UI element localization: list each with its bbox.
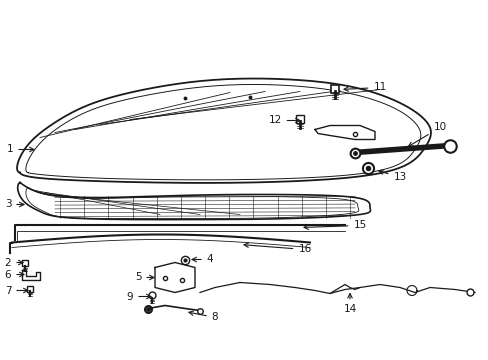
Text: 14: 14	[343, 293, 356, 315]
Text: 7: 7	[5, 285, 28, 296]
Text: 16: 16	[244, 243, 311, 255]
Text: 5: 5	[134, 273, 154, 283]
Text: 1: 1	[7, 144, 34, 154]
Text: 9: 9	[126, 292, 151, 301]
Text: 2: 2	[5, 257, 23, 267]
Text: 12: 12	[268, 116, 299, 126]
Text: 8: 8	[188, 311, 218, 323]
Text: 10: 10	[407, 122, 446, 147]
Text: 13: 13	[378, 170, 406, 183]
Text: 15: 15	[304, 220, 366, 230]
Text: 6: 6	[5, 270, 24, 279]
Text: 3: 3	[5, 199, 24, 210]
Text: 11: 11	[344, 82, 386, 93]
Text: 4: 4	[192, 255, 213, 265]
